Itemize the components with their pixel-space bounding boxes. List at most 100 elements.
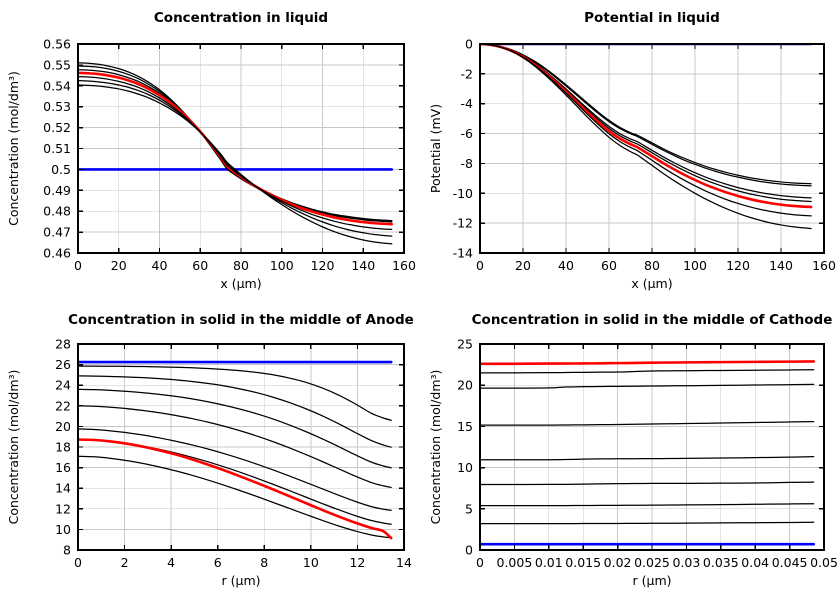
series-line-t3	[479, 481, 815, 486]
y-tick-label: 0	[465, 543, 473, 558]
series-line-t2	[479, 43, 812, 187]
y-tick-label: -4	[461, 96, 474, 111]
y-tick-label: 0.54	[43, 78, 71, 93]
x-tick-label: 6	[214, 555, 222, 570]
x-tick-label: 0	[476, 258, 484, 273]
x-tick-label: 4	[167, 555, 175, 570]
x-tick-label: 0.01	[535, 555, 563, 570]
x-tick-label: 0.035	[703, 555, 739, 570]
y-tick-label: 16	[55, 460, 71, 475]
x-axis-label: x (µm)	[220, 276, 261, 291]
y-tick-label: 22	[55, 398, 71, 413]
x-tick-label: 160	[392, 258, 416, 273]
x-tick-label: 12	[349, 555, 365, 570]
subplot-concentration-in-solid-anode: Concentration in solid in the middle of …	[0, 300, 420, 600]
y-tick-label: 0.51	[43, 141, 71, 156]
x-tick-labels: 0 20 40 60 80 100 120 140 160	[476, 258, 836, 273]
x-tick-label: 140	[351, 258, 375, 273]
x-tick-label: 0.03	[672, 555, 700, 570]
chart-potential-in-liquid: Potential in liquid 0 20 40 60 80 100 120 140 160…	[428, 10, 836, 291]
x-tick-label: 140	[769, 258, 793, 273]
y-tick-label: -2	[461, 66, 473, 81]
x-tick-label: 20	[515, 258, 531, 273]
y-tick-labels: 8 10 12 14 16 18 20 22 24 26 28	[55, 337, 71, 558]
y-tick-label: 20	[55, 419, 71, 434]
subplot-potential-in-liquid: Potential in liquid 0 20 40 60 80 100 120 140 160…	[420, 0, 840, 300]
x-tick-label: 0.025	[634, 555, 670, 570]
y-tick-label: 0.48	[43, 204, 71, 219]
y-tick-label: 0.52	[43, 120, 71, 135]
x-tick-labels: 0 0.005 0.01 0.015 0.02 0.025 0.03 0.035 0.04 0.0…	[476, 555, 838, 570]
y-axis-label: Concentration (mol/dm³)	[6, 71, 21, 226]
series-line-t7	[77, 455, 392, 539]
chart-concentration-in-solid-anode: Concentration in solid in the middle of …	[6, 312, 414, 588]
x-axis-label: r (µm)	[222, 573, 261, 588]
x-tick-label: 80	[644, 258, 660, 273]
x-tick-label: 20	[111, 258, 127, 273]
subplot-concentration-in-liquid: Concentration in liquid 0 20 40 60 80 100 120 14…	[0, 0, 420, 300]
y-tick-label: -8	[461, 156, 474, 171]
y-tick-label: 0.49	[43, 183, 71, 198]
y-axis-label: Potential (mV)	[428, 104, 443, 193]
x-tick-label: 0.015	[565, 555, 601, 570]
series-line-t7	[479, 43, 812, 230]
x-tick-label: 100	[270, 258, 294, 273]
series-line-t4	[77, 405, 392, 489]
axes-frame	[479, 43, 825, 254]
series-line-t4-red	[77, 71, 394, 226]
series-line-t3	[77, 388, 392, 469]
x-tick-label: 0	[476, 555, 484, 570]
chart-title: Potential in liquid	[584, 10, 720, 26]
series-line-t2	[479, 503, 815, 507]
series-group	[77, 62, 394, 245]
y-tick-label: 18	[55, 440, 71, 455]
x-tick-labels: 0 2 4 6 8 10 12 14	[74, 555, 412, 570]
y-tick-label: 15	[457, 419, 473, 434]
x-tick-label: 80	[233, 258, 249, 273]
y-tick-label: 0.5	[51, 162, 71, 177]
series-line-t5	[77, 75, 393, 231]
x-tick-label: 0.02	[604, 555, 632, 570]
chart-concentration-in-liquid: Concentration in liquid 0 20 40 60 80 100 120 14…	[6, 10, 416, 291]
series-line-t7	[77, 84, 393, 245]
y-tick-label: 5	[465, 501, 473, 516]
x-axis-label: x (µm)	[631, 276, 672, 291]
chart-title: Concentration in solid in the middle of …	[68, 312, 414, 328]
axes-frame	[479, 343, 825, 551]
series-line-t8-red	[77, 438, 393, 540]
chart-title: Concentration in liquid	[154, 10, 328, 26]
series-line-t5	[479, 420, 815, 426]
y-tick-label: 14	[55, 481, 71, 496]
subplot-concentration-in-solid-cathode: Concentration in solid in the middle of …	[420, 300, 840, 600]
y-axis-label: Concentration (mol/dm³)	[428, 370, 443, 525]
x-tick-label: 100	[683, 258, 707, 273]
x-tick-label: 0	[74, 555, 82, 570]
series-group	[479, 360, 815, 546]
y-tick-labels: 0 5 10 15 20 25	[457, 337, 473, 558]
y-tick-label: 0.47	[43, 225, 71, 240]
axes-frame	[77, 43, 405, 254]
x-tick-label: 0	[74, 258, 82, 273]
grid-lines	[78, 344, 404, 550]
series-line-t8-red	[479, 360, 815, 366]
y-tick-label: 10	[457, 460, 473, 475]
x-tick-label: 0.05	[810, 555, 838, 570]
y-tick-label: 0.53	[43, 99, 71, 114]
y-tick-label: -6	[461, 126, 474, 141]
series-line-t1	[77, 365, 392, 421]
y-tick-label: 12	[55, 501, 71, 516]
series-line-t6	[479, 43, 812, 217]
series-line-t7	[479, 369, 815, 374]
x-tick-labels: 0 20 40 60 80 100 120 140 160	[74, 258, 416, 273]
series-line-t2	[77, 65, 393, 222]
y-tick-label: 25	[457, 337, 473, 352]
y-tick-label: -12	[453, 216, 473, 231]
y-tick-labels: -14 -12 -10 -8 -6 -4 -2 0	[453, 37, 473, 261]
y-tick-label: 24	[55, 378, 71, 393]
series-group	[77, 360, 393, 540]
chart-title: Concentration in solid in the middle of …	[472, 312, 833, 328]
y-tick-labels: 0.46 0.47 0.48 0.49 0.5 0.51 0.52 0.53 0.54 0.55 0…	[43, 37, 71, 261]
x-tick-label: 0.04	[741, 555, 769, 570]
y-tick-label: 0	[465, 37, 473, 52]
